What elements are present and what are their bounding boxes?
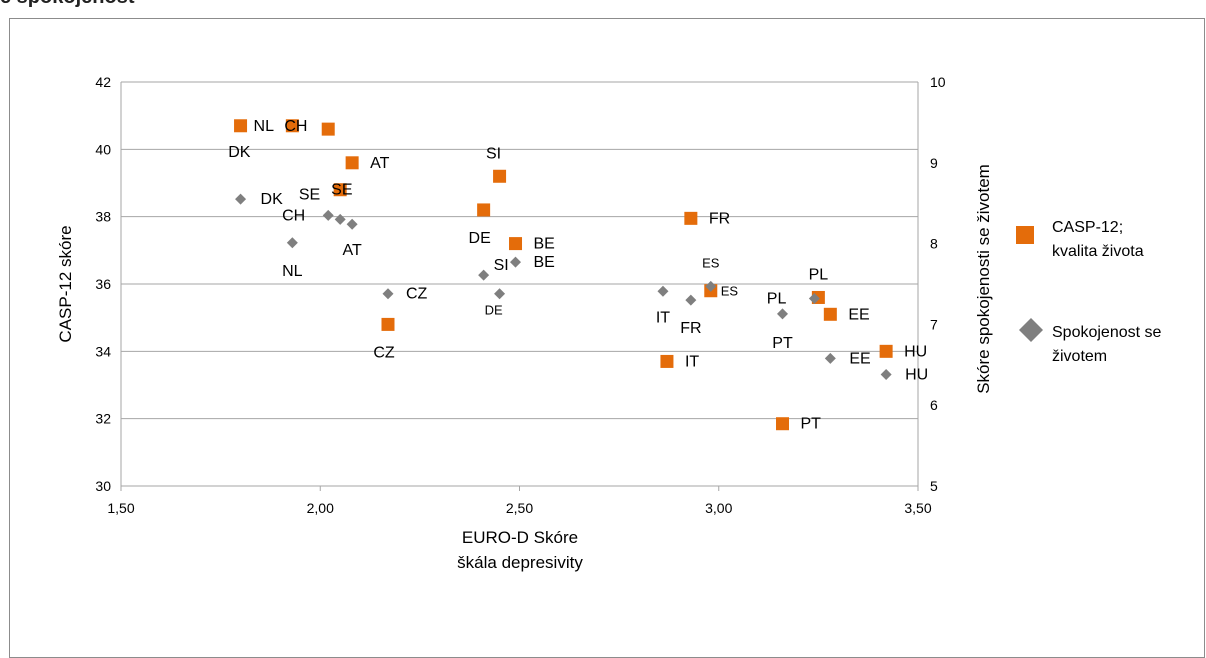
data-label-pl: PL bbox=[809, 266, 829, 283]
y-tick-label: 42 bbox=[95, 74, 111, 90]
satisfaction-point-se bbox=[334, 213, 346, 225]
casp-12-point-ch bbox=[285, 119, 299, 133]
satisfaction-point-be bbox=[510, 256, 522, 268]
data-label-ch: CH bbox=[282, 207, 305, 224]
y2-tick-label: 10 bbox=[930, 74, 946, 90]
data-label-fr: FR bbox=[709, 210, 730, 227]
data-label-be: BE bbox=[534, 236, 555, 253]
satisfaction-point-es bbox=[705, 280, 717, 292]
y-tick-label: 38 bbox=[95, 209, 111, 225]
y2-tick-label: 5 bbox=[930, 478, 938, 494]
data-label-ee: EE bbox=[849, 350, 870, 367]
legend-label-casp-12: CASP-12; bbox=[1052, 219, 1123, 236]
casp-12-point-fr bbox=[684, 211, 698, 225]
y-tick-label: 30 bbox=[95, 478, 111, 494]
data-label-se: SE bbox=[331, 182, 352, 199]
casp-12-point-be bbox=[509, 237, 523, 251]
data-label-dk: DK bbox=[228, 144, 251, 161]
casp-12-point-de bbox=[477, 203, 491, 217]
data-label-pt: PT bbox=[772, 335, 793, 352]
casp-12-point-at bbox=[345, 156, 359, 170]
x-tick-label: 2,00 bbox=[307, 500, 334, 516]
data-label-nl: NL bbox=[282, 263, 303, 280]
x-axis-title: škála depresivity bbox=[457, 553, 583, 572]
data-label-pt: PT bbox=[801, 416, 822, 433]
data-label-cz: CZ bbox=[406, 286, 428, 303]
legend-label-satisfaction: životem bbox=[1052, 348, 1107, 365]
data-label-at: AT bbox=[370, 155, 389, 172]
x-tick-label: 3,00 bbox=[705, 500, 732, 516]
y2-tick-label: 6 bbox=[930, 397, 938, 413]
x-tick-label: 2,50 bbox=[506, 500, 533, 516]
y-tick-label: 34 bbox=[95, 343, 111, 359]
data-label-at: AT bbox=[342, 242, 361, 259]
y2-tick-label: 7 bbox=[930, 316, 938, 332]
casp-12-point-dk bbox=[321, 122, 335, 136]
legend-marker-satisfaction bbox=[1019, 318, 1043, 342]
casp-12-point-it bbox=[660, 354, 674, 368]
satisfaction-point-nl bbox=[286, 237, 298, 249]
satisfaction-point-dk bbox=[235, 193, 247, 205]
casp-12-point-si bbox=[493, 169, 507, 183]
x-axis-title: EURO-D Skóre bbox=[462, 528, 578, 547]
legend-label-casp-12: kvalita života bbox=[1052, 243, 1144, 260]
data-label-fr: FR bbox=[680, 320, 701, 337]
casp-12-point-pt bbox=[776, 417, 790, 431]
legend-label-satisfaction: Spokojenost se bbox=[1052, 324, 1162, 341]
page-title: e spokojenost bbox=[0, 0, 134, 9]
y-axis-title: CASP-12 skóre bbox=[56, 225, 75, 342]
x-tick-label: 3,50 bbox=[904, 500, 931, 516]
satisfaction-point-ch bbox=[322, 209, 334, 221]
data-label-es: ES bbox=[702, 255, 720, 270]
data-label-de: DE bbox=[485, 303, 503, 318]
satisfaction-point-ee bbox=[824, 352, 836, 364]
data-label-ch: CH bbox=[284, 118, 307, 135]
data-label-se: SE bbox=[299, 186, 320, 203]
data-label-es: ES bbox=[721, 284, 739, 299]
casp-12-point-hu bbox=[879, 344, 893, 358]
satisfaction-point-de bbox=[494, 288, 506, 300]
y2-tick-label: 9 bbox=[930, 155, 938, 171]
satisfaction-point-pt bbox=[777, 308, 789, 320]
casp-12-point-ee bbox=[823, 307, 837, 321]
data-label-cz: CZ bbox=[373, 344, 395, 361]
data-label-de: DE bbox=[469, 230, 491, 247]
y-tick-label: 36 bbox=[95, 276, 111, 292]
scatter-chart: 30 32 34 36 38 40 42 5 6 7 8 9 10 1,50 2,00 2,50 3,00 3,5… bbox=[56, 74, 1162, 572]
data-label-si: SI bbox=[486, 145, 501, 162]
data-label-si: SI bbox=[494, 257, 509, 274]
data-label-it: IT bbox=[685, 353, 699, 370]
data-label-pl: PL bbox=[767, 291, 787, 308]
data-label-hu: HU bbox=[905, 366, 928, 383]
casp-12-point-cz bbox=[381, 317, 395, 331]
y2-axis-title: Skóre spokojenosti se životem bbox=[974, 164, 993, 394]
satisfaction-point-si bbox=[478, 269, 490, 281]
data-label-be: BE bbox=[534, 254, 555, 271]
satisfaction-point-at bbox=[346, 218, 358, 230]
y2-tick-label: 8 bbox=[930, 236, 938, 252]
data-label-dk: DK bbox=[261, 191, 284, 208]
data-label-hu: HU bbox=[904, 343, 927, 360]
y-tick-label: 32 bbox=[95, 411, 111, 427]
satisfaction-point-pl bbox=[808, 293, 820, 305]
data-label-nl: NL bbox=[254, 118, 275, 135]
data-label-ee: EE bbox=[848, 306, 869, 323]
data-label-it: IT bbox=[656, 309, 670, 326]
satisfaction-point-cz bbox=[382, 288, 394, 300]
y-tick-label: 40 bbox=[95, 141, 111, 157]
satisfaction-point-fr bbox=[685, 294, 697, 306]
casp-12-point-nl bbox=[234, 119, 248, 133]
legend-marker-casp-12 bbox=[1016, 226, 1034, 244]
x-tick-label: 1,50 bbox=[107, 500, 134, 516]
casp-12-point-se bbox=[333, 183, 347, 197]
satisfaction-point-hu bbox=[880, 368, 892, 380]
satisfaction-point-it bbox=[657, 285, 669, 297]
